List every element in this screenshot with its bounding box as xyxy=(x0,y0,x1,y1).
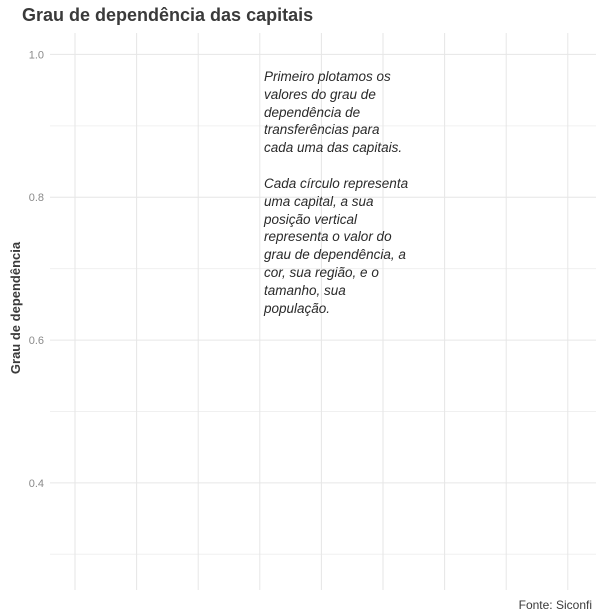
y-tick-label: 0.6 xyxy=(29,335,44,347)
y-axis-ticks: 0.4 0.6 0.8 1.0 xyxy=(29,49,44,489)
chart-title: Grau de dependência das capitais xyxy=(22,5,314,25)
annotation-paragraph-1: Primeiro plotamos os valores do grau de … xyxy=(264,69,403,156)
y-tick-label: 0.4 xyxy=(29,478,44,490)
source-caption: Fonte: Siconfi xyxy=(518,598,592,612)
annotation-text: Primeiro plotamos os valores do grau de … xyxy=(264,68,412,335)
y-tick-label: 1.0 xyxy=(29,49,44,61)
annotation-paragraph-2: Cada círculo representa uma capital, a s… xyxy=(264,175,409,316)
y-tick-label: 0.8 xyxy=(29,192,44,204)
y-axis-label: Grau de dependência xyxy=(8,241,23,374)
grid-lines xyxy=(50,33,596,590)
